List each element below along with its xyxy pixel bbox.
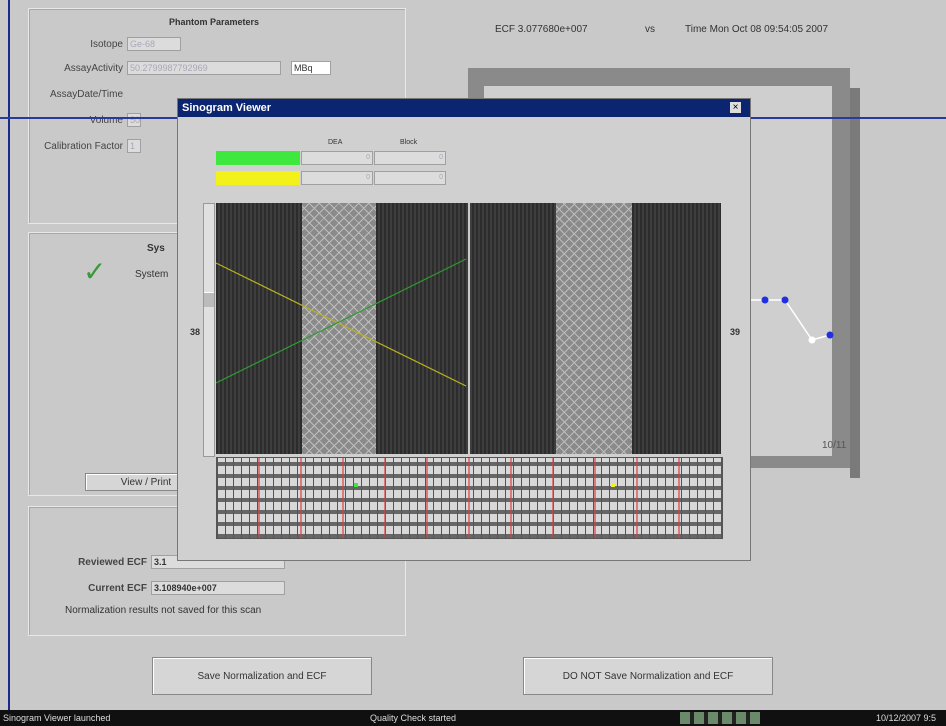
value-field: 0 — [374, 171, 446, 185]
save-button[interactable]: Save Normalization and ECF — [152, 657, 372, 695]
status-left: Sinogram Viewer launched — [3, 713, 110, 723]
value-field: 0 — [301, 151, 373, 165]
tray-icons — [680, 712, 760, 724]
value-field: 0 — [301, 171, 373, 185]
plot-point — [827, 332, 834, 339]
crosshair — [216, 203, 468, 454]
sinogram-band — [556, 203, 632, 454]
close-button[interactable]: × — [730, 102, 741, 113]
column-header: DEA — [328, 139, 342, 146]
screen: Phantom Parameters Isotope Ge-68 AssayAc… — [0, 0, 946, 726]
plot-line — [750, 300, 830, 340]
slice-label: 38 — [190, 327, 200, 337]
do-not-save-button[interactable]: DO NOT Save Normalization and ECF — [523, 657, 773, 695]
detector-markers — [217, 458, 722, 538]
title-bar: Sinogram Viewer × — [178, 99, 750, 117]
detector-map — [216, 457, 723, 539]
green-swatch — [216, 151, 300, 165]
status-clock: 10/12/2007 9:5 — [876, 713, 936, 723]
status-bar: Sinogram Viewer launched Quality Check s… — [0, 710, 946, 726]
divider — [468, 203, 470, 454]
plot-axis-label: 10/11 — [822, 440, 846, 451]
value-field: 0 — [374, 151, 446, 165]
sinogram-image — [216, 203, 721, 454]
plot-point — [809, 337, 816, 344]
plot-point — [782, 297, 789, 304]
status-center: Quality Check started — [370, 713, 456, 723]
column-header: Block — [400, 139, 417, 146]
sinogram-dialog: Sinogram Viewer × DEA Block 0 0 0 0 38 3… — [177, 98, 751, 561]
slice-label: 39 — [730, 327, 740, 337]
scrollbar[interactable] — [203, 203, 215, 457]
dialog-title: Sinogram Viewer — [182, 102, 271, 114]
yellow-swatch — [216, 171, 300, 185]
plot-point — [762, 297, 769, 304]
scroll-thumb[interactable] — [204, 292, 214, 307]
